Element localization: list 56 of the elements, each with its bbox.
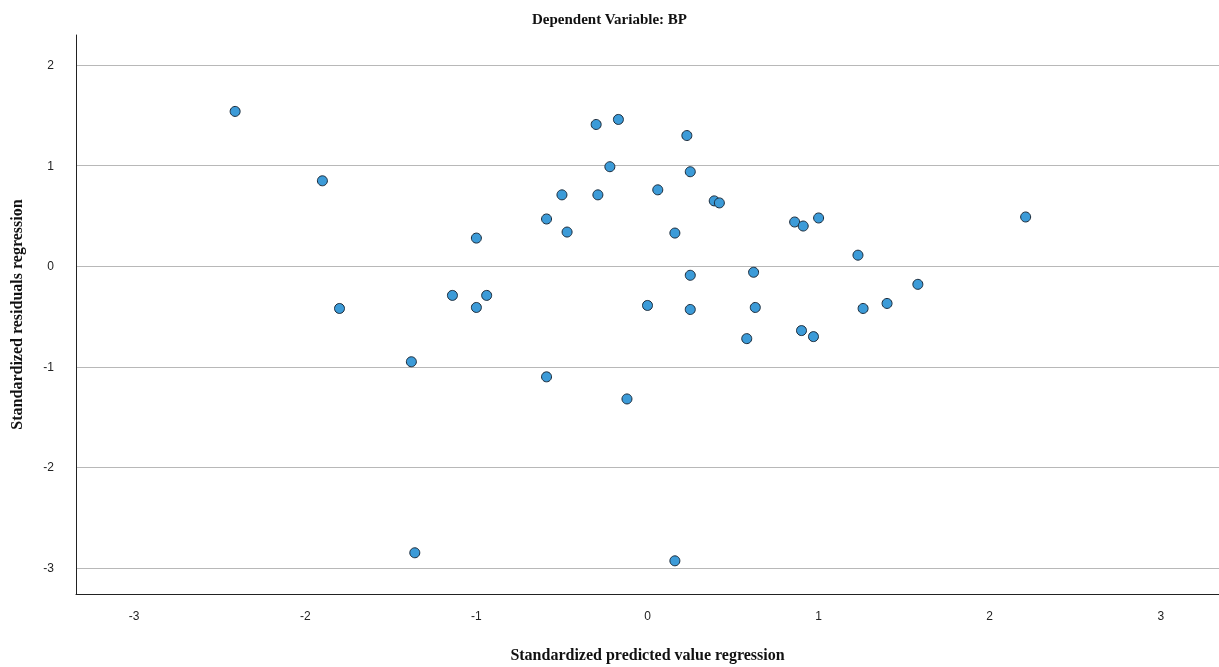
point [481, 289, 493, 301]
x-tick-label: 2 [986, 609, 994, 623]
y-axis-title: Standardized residuals regression [7, 199, 26, 430]
point [796, 325, 807, 337]
point [669, 555, 681, 567]
point [749, 301, 761, 313]
point [813, 212, 825, 224]
point [556, 189, 568, 201]
point [316, 175, 328, 187]
point [741, 333, 753, 345]
x-axis-title: Standardized predicted value regression [510, 645, 785, 664]
point [748, 266, 760, 278]
point [681, 130, 693, 142]
point [334, 302, 346, 314]
point [541, 213, 553, 225]
point [713, 197, 725, 209]
y-tick-label: -3 [43, 560, 55, 575]
x-tick-label: 3 [1157, 609, 1165, 623]
point [470, 232, 482, 244]
point [446, 289, 458, 301]
point [881, 297, 893, 309]
point [684, 166, 696, 178]
y-tick-label: -2 [43, 460, 55, 475]
x-tick-label: -3 [128, 609, 140, 623]
x-tick-label: 1 [815, 609, 823, 623]
y-tick-label: 2 [47, 58, 55, 73]
point [669, 227, 681, 239]
point [229, 105, 241, 117]
point [604, 161, 616, 173]
point [797, 220, 809, 232]
point [409, 547, 421, 559]
point [1020, 211, 1032, 223]
point [592, 189, 604, 201]
point [541, 371, 553, 383]
point [561, 226, 573, 238]
x-tick-label: -2 [299, 609, 311, 623]
point [807, 331, 819, 343]
point [405, 356, 417, 368]
point [789, 216, 801, 228]
y-tick-label: -1 [43, 359, 55, 374]
y-tick-label: 0 [47, 259, 55, 274]
point [470, 301, 482, 313]
point [857, 302, 869, 314]
point [684, 303, 696, 315]
point [612, 113, 624, 125]
chart-title: Dependent Variable: BP [531, 10, 688, 27]
y-tick-label: 1 [47, 158, 55, 173]
point [652, 184, 664, 196]
point [912, 278, 924, 290]
x-tick-label: 0 [644, 609, 652, 623]
point [590, 118, 602, 130]
point [684, 269, 696, 281]
point [621, 393, 633, 405]
x-tick-label: -1 [471, 609, 483, 623]
point [852, 249, 864, 261]
point [642, 299, 653, 311]
